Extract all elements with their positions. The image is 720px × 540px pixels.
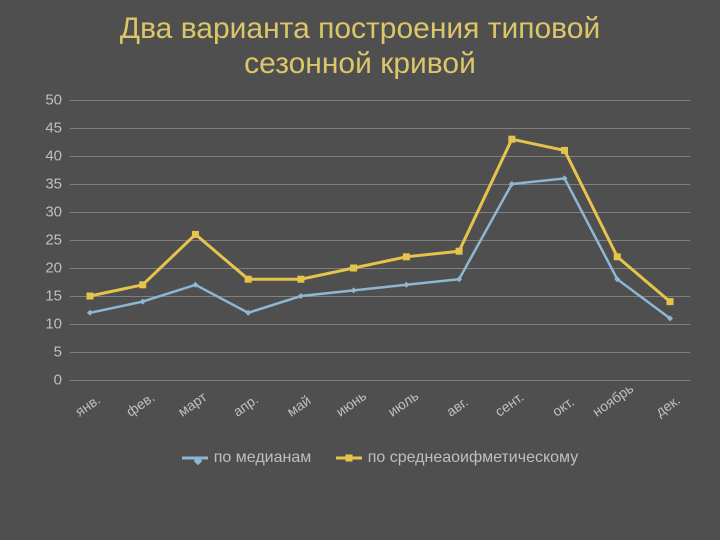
series-line-median: [90, 178, 670, 318]
x-tick-label: июнь: [332, 387, 369, 419]
title-line-1: Два варианта построения типовой: [120, 12, 600, 45]
x-tick-label: апр.: [230, 391, 261, 420]
y-tick-label: 50: [20, 92, 62, 109]
x-tick-label: май: [284, 392, 314, 420]
x-tick-label: июль: [385, 387, 422, 419]
y-tick-label: 25: [20, 232, 62, 249]
x-tick-label: фев.: [123, 389, 157, 420]
y-tick-label: 0: [20, 372, 62, 389]
legend: по медианам по среднеаоифметическому: [70, 445, 690, 467]
slide: Два варианта построения типовой сезонной…: [0, 0, 720, 540]
legend-label-mean: по среднеаоифметическому: [368, 449, 579, 467]
x-tick-label: ноябрь: [590, 380, 637, 420]
series-marker-median: [298, 293, 304, 299]
series-marker-mean: [403, 253, 410, 260]
y-tick-label: 35: [20, 176, 62, 193]
x-tick-label: сент.: [492, 389, 527, 420]
series-marker-mean: [614, 253, 621, 260]
legend-label-median: по медианам: [214, 449, 311, 467]
x-tick-label: дек.: [652, 392, 682, 420]
series-line-mean: [90, 139, 670, 301]
y-tick-label: 40: [20, 148, 62, 165]
x-tick-label: янв.: [72, 391, 103, 419]
series-marker-mean: [508, 136, 515, 143]
x-tick-label: авг.: [443, 394, 471, 420]
y-tick-label: 15: [20, 288, 62, 305]
legend-item-mean: по среднеаоифметическому: [336, 449, 579, 467]
line-chart-svg: [70, 100, 690, 380]
y-tick-label: 45: [20, 120, 62, 137]
seasonal-chart: 05101520253035404550 янв.фев.мартапр.май…: [20, 100, 700, 520]
legend-item-median: по медианам: [182, 449, 311, 467]
x-tick-label: март: [175, 388, 210, 419]
x-tick-label: окт.: [549, 393, 577, 419]
series-marker-median: [351, 287, 357, 293]
x-axis: янв. фев. март апр. майиюнь июль авг. сент. окт.…: [70, 385, 690, 445]
series-marker-mean: [245, 276, 252, 283]
series-marker-median: [87, 310, 93, 316]
series-marker-mean: [667, 298, 674, 305]
y-tick-label: 10: [20, 316, 62, 333]
series-marker-mean: [456, 248, 463, 255]
series-marker-median: [140, 299, 146, 305]
series-marker-mean: [350, 265, 357, 272]
y-tick-label: 30: [20, 204, 62, 221]
series-marker-mean: [139, 281, 146, 288]
series-marker-mean: [561, 147, 568, 154]
y-tick-label: 20: [20, 260, 62, 277]
slide-title: Два варианта построения типовой сезонной…: [0, 12, 720, 81]
series-marker-mean: [192, 231, 199, 238]
title-line-2: сезонной кривой: [244, 47, 476, 80]
series-marker-mean: [87, 293, 94, 300]
gridline: [70, 380, 690, 381]
plot-area: [70, 100, 690, 380]
series-marker-median: [403, 282, 409, 288]
series-marker-mean: [297, 276, 304, 283]
y-tick-label: 5: [20, 344, 62, 361]
